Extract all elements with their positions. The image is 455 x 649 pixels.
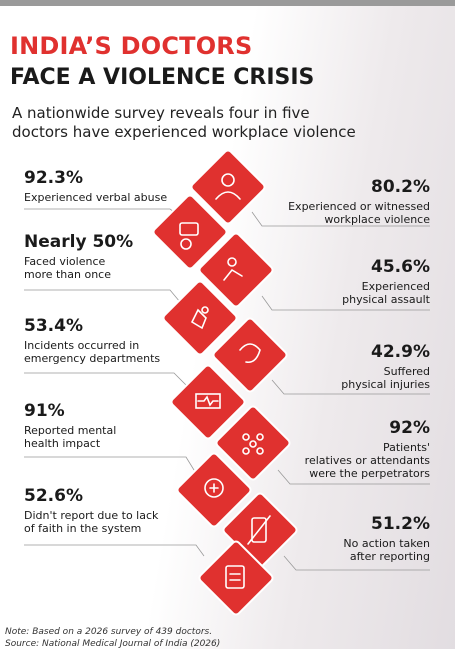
stat-text: health impact bbox=[24, 437, 116, 450]
stat: 91% Reported mental health impact bbox=[24, 401, 116, 450]
stat: 92% Patients' relatives or attendants we… bbox=[305, 418, 430, 480]
stat-value: 45.6% bbox=[342, 257, 430, 277]
stat: 92.3% Experienced verbal abuse bbox=[24, 168, 167, 204]
stat-text: Experienced verbal abuse bbox=[24, 191, 167, 204]
diamonds bbox=[152, 149, 298, 616]
stat: Nearly 50% Faced violence more than once bbox=[24, 232, 133, 281]
stat: 42.9% Suffered physical injuries bbox=[341, 342, 430, 391]
stat-value: 52.6% bbox=[24, 486, 158, 506]
stat-text: Patients' bbox=[305, 441, 430, 454]
stat-text: workplace violence bbox=[288, 213, 430, 226]
stat-text: Didn't report due to lack bbox=[24, 509, 158, 522]
stat-value: 51.2% bbox=[343, 514, 430, 534]
stat: 80.2% Experienced or witnessed workplace… bbox=[288, 177, 430, 226]
stat-value: 53.4% bbox=[24, 316, 160, 336]
stat-value: 92% bbox=[305, 418, 430, 438]
stat: 52.6% Didn't report due to lack of faith… bbox=[24, 486, 158, 535]
stat-value: 92.3% bbox=[24, 168, 167, 188]
stat-text: physical injuries bbox=[341, 378, 430, 391]
stat: 53.4% Incidents occurred in emergency de… bbox=[24, 316, 160, 365]
stat-text: relatives or attendants bbox=[305, 454, 430, 467]
stat-text: Suffered bbox=[341, 365, 430, 378]
stat-text: Faced violence bbox=[24, 255, 133, 268]
stat-text: more than once bbox=[24, 268, 133, 281]
stat-value: Nearly 50% bbox=[24, 232, 133, 252]
infographic: INDIA’S DOCTORS FACE A VIOLENCE CRISIS A… bbox=[0, 0, 455, 649]
source: Source: National Medical Journal of Indi… bbox=[5, 638, 220, 649]
note: Note: Based on a 2026 survey of 439 doct… bbox=[5, 626, 220, 638]
stat-text: Reported mental bbox=[24, 424, 116, 437]
footnote: Note: Based on a 2026 survey of 439 doct… bbox=[5, 626, 220, 649]
stat-text: emergency departments bbox=[24, 352, 160, 365]
stat-text: physical assault bbox=[342, 293, 430, 306]
stat-value: 80.2% bbox=[288, 177, 430, 197]
stat: 45.6% Experienced physical assault bbox=[342, 257, 430, 306]
stat: 51.2% No action taken after reporting bbox=[343, 514, 430, 563]
stat-text: Incidents occurred in bbox=[24, 339, 160, 352]
stat-text: No action taken bbox=[343, 537, 430, 550]
stat-text: of faith in the system bbox=[24, 522, 158, 535]
stat-text: after reporting bbox=[343, 550, 430, 563]
stat-text: were the perpetrators bbox=[305, 467, 430, 480]
stat-value: 42.9% bbox=[341, 342, 430, 362]
stat-value: 91% bbox=[24, 401, 116, 421]
stat-text: Experienced or witnessed bbox=[288, 200, 430, 213]
stat-text: Experienced bbox=[342, 280, 430, 293]
